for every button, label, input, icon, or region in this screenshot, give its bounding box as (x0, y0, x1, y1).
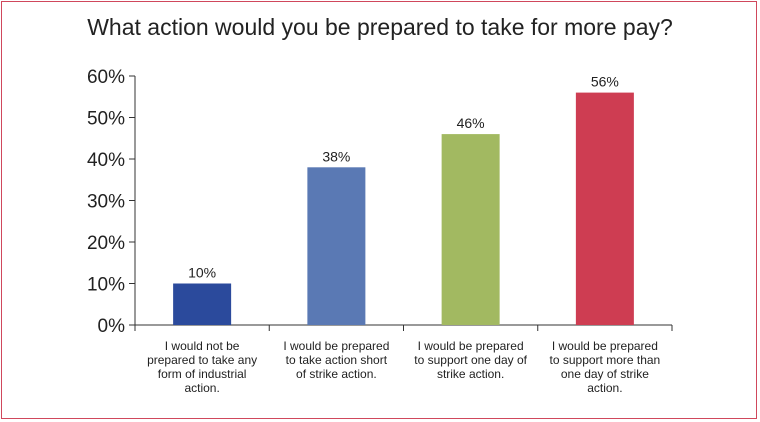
bar (173, 283, 232, 325)
x-category-label-line: form of industrial (157, 367, 247, 381)
x-category-label-line: I would be prepared (283, 339, 390, 353)
x-category-label-line: to take action short (285, 353, 388, 367)
x-category-label-line: I would not be (164, 339, 240, 353)
data-label: 10% (188, 265, 216, 281)
bar (307, 167, 366, 325)
y-tick-label: 0% (98, 316, 126, 337)
x-category-label-line: action. (587, 381, 623, 395)
x-category-label: I would be prepared to support more than o… (540, 339, 670, 395)
x-category-label-line: strike action. (436, 367, 505, 381)
x-category-label-line: I would be prepared (551, 339, 658, 353)
x-category-label-line: one day of strike (560, 367, 649, 381)
chart-title: What action would you be prepared to tak… (87, 14, 673, 40)
x-category-label-line: of strike action. (296, 367, 377, 381)
x-category-label: I would be prepared to support one day of… (406, 339, 536, 381)
data-label: 46% (457, 115, 485, 131)
x-category-label-line: to support more than (549, 353, 661, 367)
y-tick-label: 20% (87, 233, 125, 254)
y-tick-label: 40% (87, 150, 125, 171)
x-category-label: I would not be prepared to take any form o… (137, 339, 267, 395)
y-tick-label: 60% (87, 67, 125, 88)
bar (575, 92, 634, 325)
y-tick-label: 10% (87, 275, 125, 296)
y-tick-label: 50% (87, 109, 125, 130)
x-category-label-line: prepared to take any (147, 353, 258, 367)
x-category-label: I would be prepared to take action short o… (271, 339, 401, 381)
x-category-label-line: action. (184, 381, 220, 395)
data-label: 38% (322, 148, 350, 164)
x-category-label-line: I would be prepared (417, 339, 524, 353)
y-tick-label: 30% (87, 192, 125, 213)
x-category-label-line: to support one day of (414, 353, 527, 367)
bar (441, 134, 500, 325)
data-label: 56% (591, 74, 619, 90)
